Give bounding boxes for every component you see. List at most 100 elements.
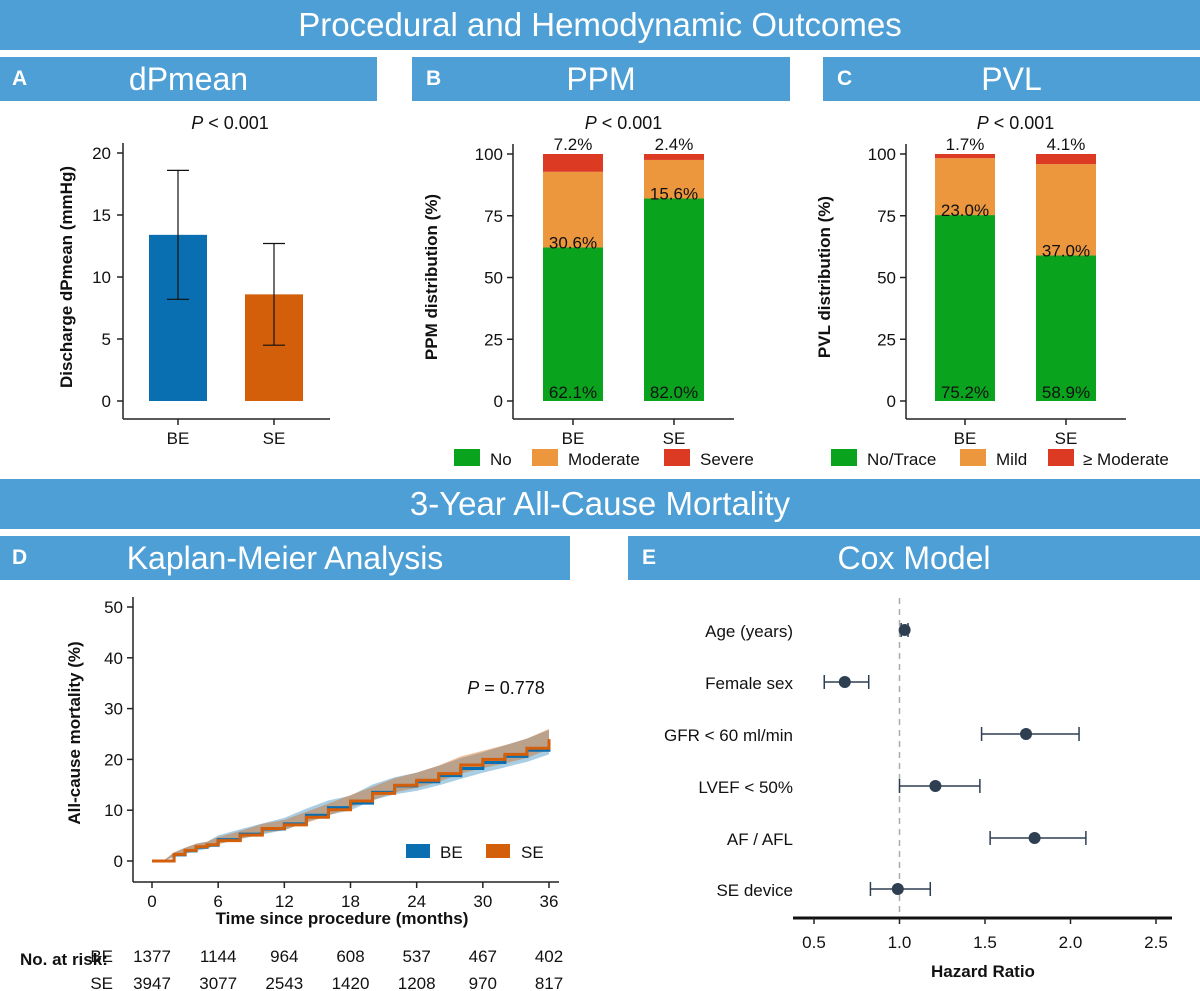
panel-a-y-tick-label: 15 — [92, 206, 111, 225]
panel-c-data-label: 75.2% — [941, 383, 989, 402]
panel-c-legend-swatch — [1048, 449, 1074, 466]
panel-a-p-value-p-value: < 0.001 — [203, 113, 269, 133]
risk-table-title: No. at risk: — [20, 950, 108, 969]
panel-c-y-tick-label: 100 — [868, 145, 896, 164]
panel-a-y-tick-label: 0 — [102, 392, 111, 411]
panel-d-y-tick-label: 10 — [104, 801, 123, 820]
panel-e-row-label: AF / AFL — [727, 830, 793, 849]
panel-b-legend-item: No — [490, 450, 512, 469]
panel-e-row-label: LVEF < 50% — [698, 778, 793, 797]
risk-table-cell: 1377 — [133, 947, 171, 966]
mid-title: 3-Year All-Cause Mortality — [409, 485, 791, 522]
panel-d-y-label: All-cause mortality (%) — [65, 641, 84, 824]
panel-d-x-tick-label: 18 — [341, 892, 360, 911]
panel-d-y-tick-label: 50 — [104, 598, 123, 617]
panel-c-legend-swatch — [960, 449, 986, 466]
panel-a-letter: A — [12, 67, 28, 90]
panel-b-data-label: 2.4% — [655, 135, 694, 154]
panel-a-x-tick-label: BE — [167, 429, 190, 448]
panel-d-x-label: Time since procedure (months) — [216, 909, 469, 928]
panel-c-legend-item: Mild — [996, 450, 1027, 469]
panel-d-p-value-p-symbol: P — [467, 678, 479, 698]
panel-e-row-label: GFR < 60 ml/min — [664, 726, 793, 745]
panel-b-data-label: 82.0% — [650, 383, 698, 402]
panel-a-y-tick-label: 20 — [92, 144, 111, 163]
panel-d-title: Kaplan-Meier Analysis — [126, 540, 444, 576]
panel-c-bar-se-seg2 — [1036, 154, 1096, 165]
top-title-banner: Procedural and Hemodynamic Outcomes — [0, 0, 1200, 50]
panel-d-y-tick-label: 20 — [104, 750, 123, 769]
panel-a-p-value-p-symbol: P — [191, 113, 203, 133]
panel-b-data-label: 7.2% — [554, 135, 593, 154]
panel-b-data-label: 30.6% — [549, 233, 597, 252]
panel-e-point — [929, 780, 942, 792]
panel-c-legend-swatch — [831, 449, 857, 466]
panel-b-letter: B — [426, 67, 442, 90]
panel-d-y-tick-label: 40 — [104, 649, 123, 668]
panel-a-header: A dPmean — [0, 57, 377, 101]
risk-table-row-label: SE — [90, 974, 113, 991]
panel-b-bar-se-seg2 — [644, 154, 704, 160]
panel-a-p-value: P < 0.001 — [191, 113, 269, 133]
panel-d-header: D Kaplan-Meier Analysis — [0, 536, 570, 580]
panel-b-data-label: 15.6% — [650, 184, 698, 203]
panel-e-x-tick-label: 2.0 — [1059, 933, 1083, 952]
panel-b-title: PPM — [566, 61, 636, 97]
panel-b-x-tick-label: SE — [663, 429, 686, 448]
panel-c-y-label: PVL distribution (%) — [815, 196, 834, 358]
panel-c-bar-be-seg1 — [935, 158, 995, 216]
panel-b-p-value: P < 0.001 — [585, 113, 663, 133]
panel-d-x-tick-label: 36 — [540, 892, 559, 911]
panel-d-x-tick-label: 24 — [407, 892, 426, 911]
risk-table-row-label: BE — [90, 947, 113, 966]
panel-c-data-label: 58.9% — [1042, 383, 1090, 402]
panel-c-y-tick-label: 25 — [877, 330, 896, 349]
panel-e-x-tick-label: 1.0 — [888, 933, 912, 952]
panel-b-legend-item: Severe — [700, 450, 754, 469]
panel-e-x-tick-label: 2.5 — [1144, 933, 1168, 952]
panel-c-y-tick-label: 75 — [877, 207, 896, 226]
panel-d-ci-band-be — [152, 729, 549, 861]
panel-b-bar-be-seg1 — [543, 171, 603, 248]
risk-table-cell: 970 — [469, 974, 497, 991]
panel-e-x-tick-label: 0.5 — [802, 933, 826, 952]
panel-c-legend-item: ≥ Moderate — [1083, 450, 1169, 469]
panel-d-legend-item: SE — [521, 843, 544, 862]
panel-b-y-label: PPM distribution (%) — [422, 194, 441, 360]
panel-e-x-tick-label: 1.5 — [973, 933, 997, 952]
panel-d-legend-item: BE — [440, 843, 463, 862]
panel-b-legend-swatch — [454, 449, 480, 466]
panel-b-x-tick-label: BE — [562, 429, 585, 448]
panel-e-point — [898, 624, 911, 636]
panel-d-letter: D — [12, 546, 28, 569]
panel-e-letter: E — [642, 546, 657, 569]
panel-a-y-label: Discharge dPmean (mmHg) — [57, 166, 76, 388]
panel-b-y-tick-label: 100 — [475, 145, 503, 164]
panel-c-data-label: 37.0% — [1042, 242, 1090, 261]
risk-table-cell: 402 — [535, 947, 563, 966]
panel-e-row-label: Female sex — [705, 674, 793, 693]
panel-c-y-tick-label: 0 — [887, 392, 896, 411]
panel-b-legend-swatch — [664, 449, 690, 466]
panel-c-p-value-p-value: < 0.001 — [989, 113, 1055, 133]
panel-d-y-tick-label: 30 — [104, 700, 123, 719]
risk-table-cell: 3947 — [133, 974, 171, 991]
panel-c-header: C PVL — [823, 57, 1200, 101]
risk-table-cell: 1208 — [398, 974, 436, 991]
panel-e-point — [1020, 728, 1033, 740]
panel-e-point — [838, 676, 851, 688]
panel-b-bar-be-seg0 — [543, 247, 603, 401]
panel-b-bar-se-seg1 — [644, 159, 704, 199]
risk-table-cell: 817 — [535, 974, 563, 991]
panel-d-legend-swatch-se — [486, 844, 510, 858]
panel-e-x-label: Hazard Ratio — [931, 962, 1035, 981]
risk-table-cell: 964 — [270, 947, 298, 966]
panel-c-letter: C — [837, 67, 853, 90]
panel-b-bar-be-seg2 — [543, 154, 603, 172]
panel-c-data-label: 23.0% — [941, 201, 989, 220]
panel-a-x-tick-label: SE — [263, 429, 286, 448]
panel-c-title: PVL — [981, 61, 1042, 97]
panel-b-p-value-p-symbol: P — [585, 113, 597, 133]
risk-table-cell: 2543 — [265, 974, 303, 991]
